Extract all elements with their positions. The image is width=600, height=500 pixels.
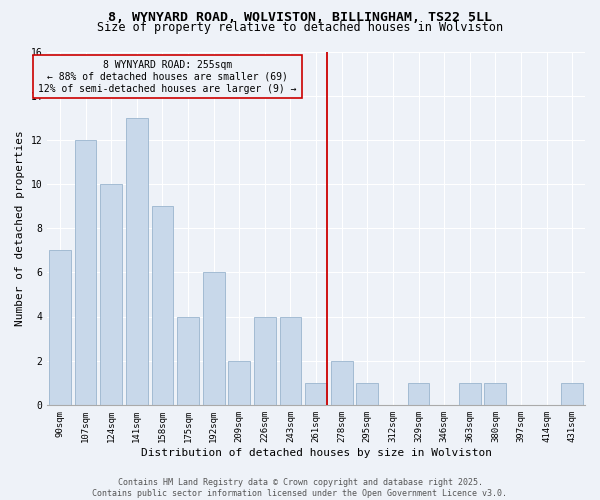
Bar bbox=[126, 118, 148, 405]
Bar bbox=[356, 383, 378, 405]
X-axis label: Distribution of detached houses by size in Wolviston: Distribution of detached houses by size … bbox=[140, 448, 491, 458]
Y-axis label: Number of detached properties: Number of detached properties bbox=[15, 130, 25, 326]
Bar bbox=[229, 360, 250, 405]
Bar bbox=[203, 272, 224, 405]
Bar bbox=[100, 184, 122, 405]
Text: Contains HM Land Registry data © Crown copyright and database right 2025.
Contai: Contains HM Land Registry data © Crown c… bbox=[92, 478, 508, 498]
Text: 8 WYNYARD ROAD: 255sqm
← 88% of detached houses are smaller (69)
12% of semi-det: 8 WYNYARD ROAD: 255sqm ← 88% of detached… bbox=[38, 60, 297, 94]
Bar bbox=[407, 383, 430, 405]
Bar bbox=[74, 140, 97, 405]
Bar bbox=[459, 383, 481, 405]
Text: Size of property relative to detached houses in Wolviston: Size of property relative to detached ho… bbox=[97, 21, 503, 34]
Bar bbox=[280, 316, 301, 405]
Text: 8, WYNYARD ROAD, WOLVISTON, BILLINGHAM, TS22 5LL: 8, WYNYARD ROAD, WOLVISTON, BILLINGHAM, … bbox=[108, 11, 492, 24]
Bar bbox=[562, 383, 583, 405]
Bar bbox=[177, 316, 199, 405]
Bar bbox=[305, 383, 327, 405]
Bar bbox=[49, 250, 71, 405]
Bar bbox=[331, 360, 353, 405]
Bar bbox=[254, 316, 276, 405]
Bar bbox=[484, 383, 506, 405]
Bar bbox=[152, 206, 173, 405]
